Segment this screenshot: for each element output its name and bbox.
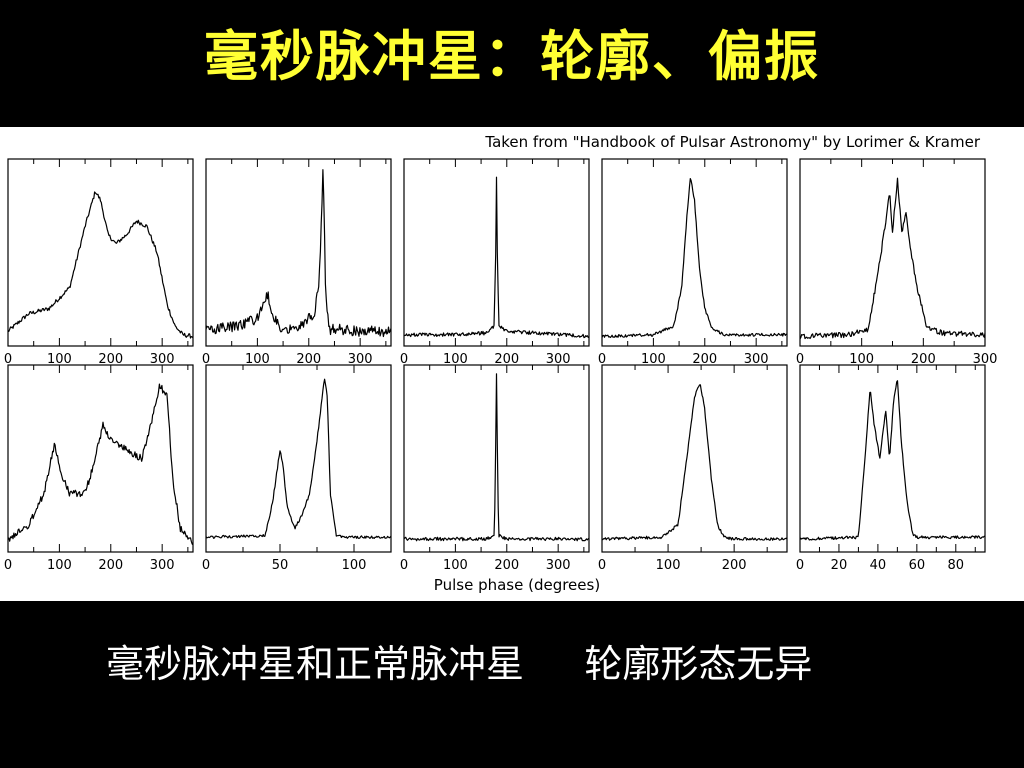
profile-trace xyxy=(601,178,788,339)
x-tick-label: 200 xyxy=(98,558,123,573)
profile-trace xyxy=(601,384,788,541)
x-tick-label: 100 xyxy=(245,352,270,367)
profile-trace xyxy=(799,177,986,340)
profile-trace xyxy=(205,169,392,338)
profile-panels: 0 100 200 300 0 100 200 300 0 100 200 300 0 100 200 300… xyxy=(4,158,998,573)
x-tick-label: 0 xyxy=(202,352,210,367)
x-axis-label: Pulse phase (degrees) xyxy=(434,576,600,594)
profile-trace xyxy=(799,380,986,541)
panel-r1c3: 0 100 200 300 xyxy=(400,158,590,367)
profile-trace xyxy=(403,373,590,542)
caption-right: 轮廓形态无异 xyxy=(584,642,813,686)
x-tick-label: 0 xyxy=(400,558,408,573)
slide-title: 毫秒脉冲星：轮廓、偏振 xyxy=(204,25,820,88)
slide-caption: 毫秒脉冲星和正常脉冲星 轮廓形态无异 xyxy=(106,636,1006,692)
x-tick-label: 0 xyxy=(598,352,606,367)
panel-r1c5: 0 100 200 300 xyxy=(796,158,998,367)
x-tick-label: 100 xyxy=(47,558,72,573)
panel-frame xyxy=(205,158,392,347)
x-tick-label: 200 xyxy=(296,352,321,367)
panel-r2c5: 0 20 40 60 80 xyxy=(796,364,986,573)
x-tick-label: 300 xyxy=(150,352,175,367)
x-tick-label: 40 xyxy=(870,558,887,573)
x-tick-label: 20 xyxy=(831,558,848,573)
x-tick-label: 80 xyxy=(948,558,965,573)
panel-frame xyxy=(799,364,986,553)
x-tick-label: 60 xyxy=(909,558,926,573)
panel-frame xyxy=(7,158,194,347)
x-tick-label: 100 xyxy=(641,352,666,367)
x-tick-label: 0 xyxy=(796,558,804,573)
x-tick-label: 50 xyxy=(272,558,289,573)
x-tick-label: 0 xyxy=(400,352,408,367)
figure-panel: Taken from "Handbook of Pulsar Astronomy… xyxy=(0,127,1024,601)
x-tick-label: 0 xyxy=(4,352,12,367)
panel-frame xyxy=(205,364,392,553)
x-tick-label: 100 xyxy=(47,352,72,367)
x-tick-label: 100 xyxy=(656,558,681,573)
panel-frame xyxy=(7,364,194,553)
x-tick-label: 100 xyxy=(443,558,468,573)
x-tick-label: 300 xyxy=(546,558,571,573)
panel-frame xyxy=(601,158,788,347)
panel-r1c1: 0 100 200 300 xyxy=(4,158,194,367)
caption-left: 毫秒脉冲星和正常脉冲星 xyxy=(106,642,525,686)
x-tick-label: 300 xyxy=(348,352,373,367)
x-tick-label: 0 xyxy=(796,352,804,367)
profile-trace xyxy=(8,383,194,546)
x-tick-label: 200 xyxy=(494,558,519,573)
x-tick-label: 100 xyxy=(342,558,367,573)
x-tick-label: 200 xyxy=(722,558,747,573)
figure-credit: Taken from "Handbook of Pulsar Astronomy… xyxy=(484,133,980,151)
profile-trace xyxy=(7,191,194,339)
panel-r2c4: 0 100 200 xyxy=(598,364,788,573)
x-tick-label: 0 xyxy=(598,558,606,573)
panel-r1c2: 0 100 200 300 xyxy=(202,158,392,367)
panel-r1c4: 0 100 200 300 xyxy=(598,158,788,367)
panel-frame xyxy=(403,158,590,347)
panel-r2c1: 0 100 200 300 xyxy=(4,364,194,573)
panel-frame xyxy=(601,364,788,553)
x-tick-label: 300 xyxy=(150,558,175,573)
panel-frame xyxy=(799,158,986,347)
pulse-profile-figure: Taken from "Handbook of Pulsar Astronomy… xyxy=(4,133,998,594)
x-tick-label: 0 xyxy=(4,558,12,573)
x-tick-label: 200 xyxy=(494,352,519,367)
panel-r2c2: 0 50 100 xyxy=(202,364,392,573)
x-tick-label: 200 xyxy=(692,352,717,367)
x-tick-label: 100 xyxy=(849,352,874,367)
x-tick-label: 200 xyxy=(911,352,936,367)
x-tick-label: 300 xyxy=(973,352,998,367)
x-tick-label: 300 xyxy=(744,352,769,367)
x-tick-label: 300 xyxy=(546,352,571,367)
profile-trace xyxy=(403,176,590,339)
x-tick-label: 100 xyxy=(443,352,468,367)
panel-frame xyxy=(403,364,590,553)
profile-trace xyxy=(205,378,392,539)
x-tick-label: 0 xyxy=(202,558,210,573)
panel-r2c3: 0 100 200 300 xyxy=(400,364,590,573)
x-tick-label: 200 xyxy=(98,352,123,367)
